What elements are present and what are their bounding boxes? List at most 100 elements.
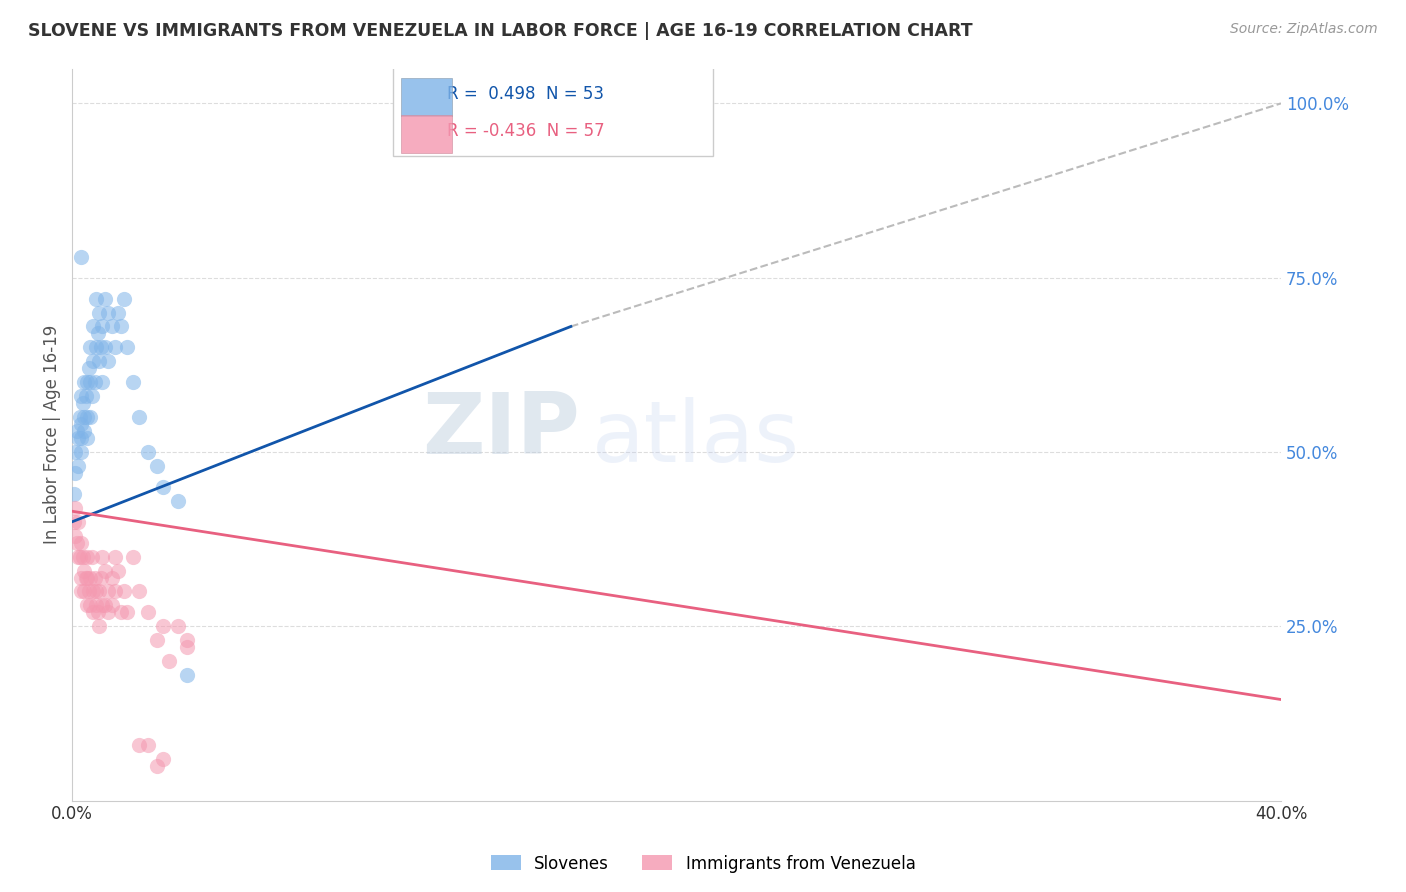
Point xyxy=(121,549,143,564)
Point xyxy=(100,319,122,334)
Point xyxy=(176,633,198,648)
Point xyxy=(103,549,125,564)
Text: atlas: atlas xyxy=(592,397,800,480)
Point xyxy=(83,376,105,390)
Point xyxy=(146,758,169,772)
Point xyxy=(73,424,96,438)
Text: R =  0.498  N = 53: R = 0.498 N = 53 xyxy=(416,85,574,103)
Point xyxy=(70,535,93,549)
Point xyxy=(65,445,87,459)
Point xyxy=(89,584,111,599)
Point xyxy=(86,599,108,613)
Point xyxy=(100,599,122,613)
Point xyxy=(70,584,93,599)
Point xyxy=(115,606,138,620)
Point xyxy=(136,445,159,459)
Point xyxy=(110,606,132,620)
Text: Source: ZipAtlas.com: Source: ZipAtlas.com xyxy=(1230,22,1378,37)
Point xyxy=(97,606,120,620)
Point xyxy=(79,570,101,584)
Point xyxy=(89,619,111,633)
Point xyxy=(69,410,91,425)
Text: R = -0.436  N = 57: R = -0.436 N = 57 xyxy=(447,121,605,140)
Point xyxy=(82,584,104,599)
Point xyxy=(94,599,117,613)
Point xyxy=(91,376,114,390)
Point xyxy=(115,340,138,354)
Point xyxy=(107,305,129,319)
Point xyxy=(136,738,159,752)
Point xyxy=(75,570,97,584)
Point xyxy=(128,584,150,599)
Point xyxy=(72,549,94,564)
Point xyxy=(152,480,174,494)
Text: R =  0.498  N = 53: R = 0.498 N = 53 xyxy=(447,85,605,103)
Point xyxy=(65,466,87,480)
FancyBboxPatch shape xyxy=(401,115,451,153)
Point xyxy=(65,529,87,543)
Point xyxy=(112,584,135,599)
Point xyxy=(121,376,143,390)
Point xyxy=(87,326,110,341)
Point xyxy=(70,389,93,403)
Text: SLOVENE VS IMMIGRANTS FROM VENEZUELA IN LABOR FORCE | AGE 16-19 CORRELATION CHAR: SLOVENE VS IMMIGRANTS FROM VENEZUELA IN … xyxy=(28,22,973,40)
Point xyxy=(87,606,110,620)
Point xyxy=(176,668,198,682)
Text: R = -0.436  N = 57: R = -0.436 N = 57 xyxy=(416,121,574,140)
Point xyxy=(94,564,117,578)
Point xyxy=(97,354,120,368)
Point xyxy=(176,640,198,655)
Point xyxy=(82,354,104,368)
Point xyxy=(91,319,114,334)
Point xyxy=(90,570,112,584)
Point xyxy=(86,584,108,599)
Point xyxy=(75,389,97,403)
Point xyxy=(89,354,111,368)
Point xyxy=(86,292,108,306)
Point xyxy=(67,549,90,564)
Legend: Slovenes, Immigrants from Venezuela: Slovenes, Immigrants from Venezuela xyxy=(484,848,922,880)
Point xyxy=(79,599,101,613)
Point xyxy=(76,570,98,584)
Point xyxy=(90,340,112,354)
Point xyxy=(83,570,105,584)
Point xyxy=(79,410,101,425)
Point xyxy=(79,376,101,390)
Point xyxy=(65,500,87,515)
Point xyxy=(82,319,104,334)
Point xyxy=(91,549,114,564)
Point xyxy=(146,458,169,473)
Point xyxy=(128,738,150,752)
Point xyxy=(97,305,120,319)
Point xyxy=(76,599,98,613)
Point xyxy=(76,431,98,445)
Point xyxy=(167,493,190,508)
Point xyxy=(72,396,94,410)
Point xyxy=(152,752,174,766)
Point xyxy=(62,515,84,529)
Point xyxy=(89,305,111,319)
Point xyxy=(94,340,117,354)
Point xyxy=(70,250,93,264)
Point xyxy=(146,633,169,648)
Point xyxy=(73,584,96,599)
Point xyxy=(167,619,190,633)
Point xyxy=(73,410,96,425)
Point xyxy=(70,417,93,431)
Point xyxy=(66,424,89,438)
Point xyxy=(110,319,132,334)
Point xyxy=(136,606,159,620)
Point xyxy=(152,619,174,633)
Point xyxy=(76,376,98,390)
Point xyxy=(70,570,93,584)
Y-axis label: In Labor Force | Age 16-19: In Labor Force | Age 16-19 xyxy=(44,325,60,544)
Point xyxy=(70,431,93,445)
Point xyxy=(62,487,84,501)
Point xyxy=(66,535,89,549)
Point xyxy=(103,340,125,354)
Point xyxy=(97,584,120,599)
Point xyxy=(91,599,114,613)
Point xyxy=(70,445,93,459)
Point xyxy=(82,606,104,620)
Point xyxy=(100,570,122,584)
